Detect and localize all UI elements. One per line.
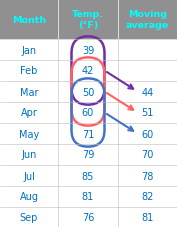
Text: 39: 39 xyxy=(82,45,94,55)
FancyBboxPatch shape xyxy=(0,207,177,227)
FancyBboxPatch shape xyxy=(0,123,177,144)
Text: 82: 82 xyxy=(141,192,154,202)
Text: 78: 78 xyxy=(141,171,154,181)
Text: 50: 50 xyxy=(82,87,94,97)
Text: Moving
average: Moving average xyxy=(126,10,169,30)
Text: 85: 85 xyxy=(82,171,94,181)
Text: Aug: Aug xyxy=(19,192,39,202)
FancyBboxPatch shape xyxy=(0,82,177,103)
FancyBboxPatch shape xyxy=(0,61,177,82)
Text: May: May xyxy=(19,129,39,139)
Text: 51: 51 xyxy=(141,108,154,118)
Text: 81: 81 xyxy=(141,212,154,222)
Text: 60: 60 xyxy=(141,129,154,139)
Text: Jan: Jan xyxy=(21,45,37,55)
Text: Jul: Jul xyxy=(23,171,35,181)
Text: 70: 70 xyxy=(141,150,154,160)
Text: Sep: Sep xyxy=(20,212,38,222)
Text: 81: 81 xyxy=(82,192,94,202)
Text: 42: 42 xyxy=(82,66,94,76)
FancyBboxPatch shape xyxy=(0,186,177,207)
Text: Apr: Apr xyxy=(21,108,38,118)
Text: 79: 79 xyxy=(82,150,94,160)
FancyBboxPatch shape xyxy=(0,165,177,186)
Text: Feb: Feb xyxy=(20,66,38,76)
Text: Mar: Mar xyxy=(20,87,38,97)
FancyBboxPatch shape xyxy=(0,144,177,165)
FancyBboxPatch shape xyxy=(0,0,177,40)
Text: 71: 71 xyxy=(82,129,94,139)
Text: 76: 76 xyxy=(82,212,94,222)
Text: 60: 60 xyxy=(82,108,94,118)
FancyBboxPatch shape xyxy=(0,40,177,61)
Text: 44: 44 xyxy=(141,87,154,97)
Text: Jun: Jun xyxy=(21,150,37,160)
Text: Temp.
(°F): Temp. (°F) xyxy=(72,10,104,30)
Text: Month: Month xyxy=(12,15,46,24)
FancyBboxPatch shape xyxy=(0,103,177,123)
